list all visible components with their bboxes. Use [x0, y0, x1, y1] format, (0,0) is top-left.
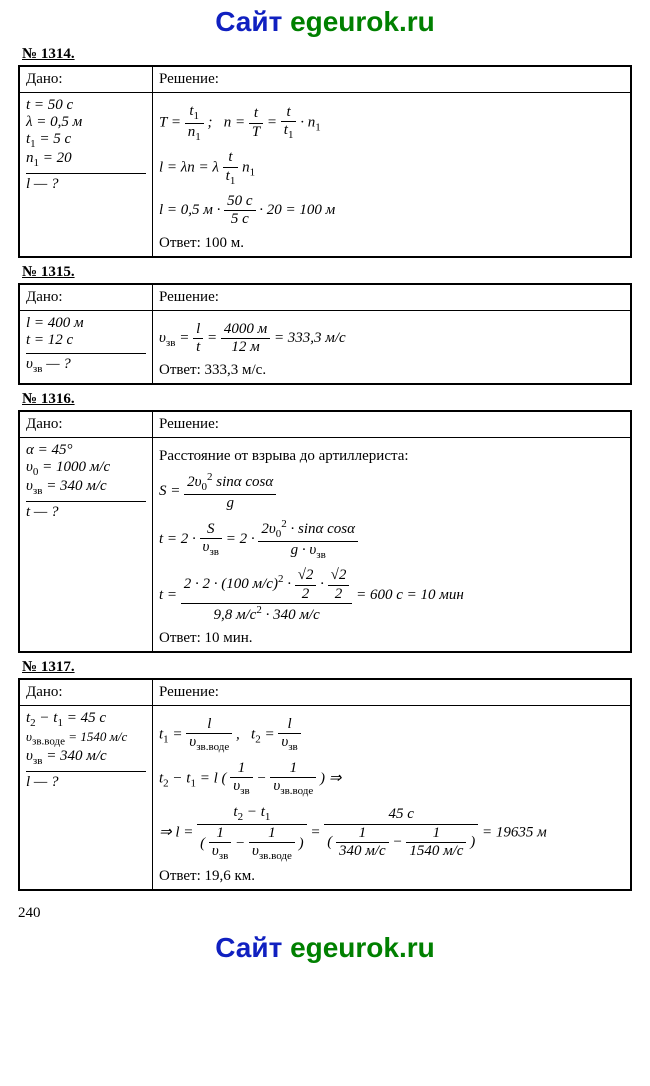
given-cell: t2 − t1 = 45 с υзв.воде = 1540 м/с υзв =…	[19, 706, 153, 891]
given-line: t1 = 5 с	[26, 131, 146, 150]
solution-header: Решение:	[153, 679, 632, 706]
given-line: α = 45°	[26, 442, 146, 459]
given-header: Дано:	[19, 679, 153, 706]
solution-intro: Расстояние от взрыва до артиллериста:	[159, 448, 624, 465]
problem-table-1316: Дано: Решение: α = 45° υ0 = 1000 м/с υзв…	[18, 410, 632, 653]
equation: t = 2 · 2 · (100 м/с)2 · √22 · √229,8 м/…	[159, 567, 624, 624]
equation: υзв = lt = 4000 м12 м = 333,3 м/с	[159, 321, 624, 357]
equation: ⇒ l = t2 − t1( 1υзв − 1υзв.воде ) = 45 с…	[159, 804, 624, 863]
equation: t1 = lυзв.воде , t2 = lυзв	[159, 716, 624, 754]
find-line: υзв — ?	[26, 353, 146, 375]
solution-cell: υзв = lt = 4000 м12 м = 333,3 м/с Ответ:…	[153, 310, 632, 384]
equation: S = 2υ02 sinα cosαg	[159, 471, 624, 512]
solution-header: Решение:	[153, 284, 632, 311]
equation: t2 − t1 = l ( 1υзв − 1υзв.воде ) ⇒	[159, 760, 624, 798]
watermark-domain: egeurok.ru	[290, 932, 435, 963]
watermark-prefix: Сайт	[215, 932, 290, 963]
equation: t = 2 · Sυзв = 2 · 2υ02 · sinα cosαg · υ…	[159, 518, 624, 561]
given-cell: l = 400 м t = 12 с υзв — ?	[19, 310, 153, 384]
solution-header: Решение:	[153, 66, 632, 93]
given-line: λ = 0,5 м	[26, 114, 146, 131]
given-line: t = 50 с	[26, 97, 146, 114]
find-line: t — ?	[26, 501, 146, 521]
answer-line: Ответ: 100 м.	[159, 235, 624, 252]
watermark-prefix: Сайт	[215, 6, 290, 37]
equation: l = λn = λ tt1 n1	[159, 149, 624, 187]
find-line: l — ?	[26, 771, 146, 791]
problem-table-1315: Дано: Решение: l = 400 м t = 12 с υзв — …	[18, 283, 632, 386]
given-line: l = 400 м	[26, 315, 146, 332]
find-line: l — ?	[26, 173, 146, 193]
watermark-bottom: Сайт egeurok.ru	[0, 926, 650, 966]
given-line: υзв.воде = 1540 м/с	[26, 729, 146, 748]
problem-title: № 1314.	[22, 46, 632, 63]
page-number: 240	[18, 905, 650, 922]
problem-title: № 1315.	[22, 264, 632, 281]
given-cell: t = 50 с λ = 0,5 м t1 = 5 с n1 = 20 l — …	[19, 93, 153, 257]
answer-line: Ответ: 19,6 км.	[159, 868, 624, 885]
equation: l = 0,5 м · 50 с5 с · 20 = 100 м	[159, 193, 624, 229]
solution-cell: T = t1n1 ; n = tT = tt1 · n1 l = λn = λ …	[153, 93, 632, 257]
given-line: n1 = 20	[26, 150, 146, 169]
given-line: υ0 = 1000 м/с	[26, 459, 146, 478]
answer-line: Ответ: 10 мин.	[159, 630, 624, 647]
given-line: t2 − t1 = 45 с	[26, 710, 146, 729]
watermark-domain: egeurok.ru	[290, 6, 435, 37]
problem-table-1314: Дано: Решение: t = 50 с λ = 0,5 м t1 = 5…	[18, 65, 632, 258]
given-line: υзв = 340 м/с	[26, 478, 146, 497]
watermark-top: Сайт egeurok.ru	[0, 0, 650, 40]
solution-header: Решение:	[153, 411, 632, 438]
equation: T = t1n1 ; n = tT = tt1 · n1	[159, 103, 624, 143]
given-header: Дано:	[19, 284, 153, 311]
problem-title: № 1316.	[22, 391, 632, 408]
given-header: Дано:	[19, 411, 153, 438]
problem-title: № 1317.	[22, 659, 632, 676]
given-line: υзв = 340 м/с	[26, 748, 146, 767]
answer-line: Ответ: 333,3 м/с.	[159, 362, 624, 379]
given-header: Дано:	[19, 66, 153, 93]
given-line: t = 12 с	[26, 332, 146, 349]
solution-cell: t1 = lυзв.воде , t2 = lυзв t2 − t1 = l (…	[153, 706, 632, 891]
page-content: № 1314. Дано: Решение: t = 50 с λ = 0,5 …	[0, 46, 650, 891]
solution-cell: Расстояние от взрыва до артиллериста: S …	[153, 438, 632, 652]
problem-table-1317: Дано: Решение: t2 − t1 = 45 с υзв.воде =…	[18, 678, 632, 891]
given-cell: α = 45° υ0 = 1000 м/с υзв = 340 м/с t — …	[19, 438, 153, 652]
